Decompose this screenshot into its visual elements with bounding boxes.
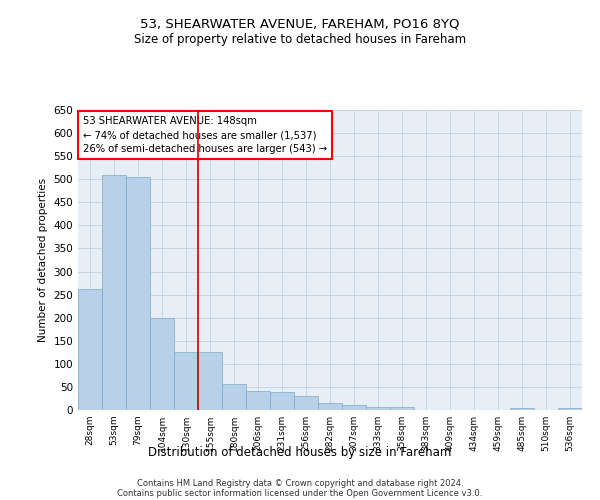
Bar [222, 384, 246, 410]
Bar [366, 407, 390, 410]
Bar [294, 396, 318, 410]
Text: Size of property relative to detached houses in Fareham: Size of property relative to detached ho… [134, 32, 466, 46]
Bar [150, 318, 174, 410]
Bar [174, 352, 198, 410]
Bar [510, 408, 534, 410]
Text: Distribution of detached houses by size in Fareham: Distribution of detached houses by size … [148, 446, 452, 459]
Bar [342, 406, 366, 410]
Text: 53, SHEARWATER AVENUE, FAREHAM, PO16 8YQ: 53, SHEARWATER AVENUE, FAREHAM, PO16 8YQ [140, 18, 460, 30]
Bar [246, 390, 270, 410]
Bar [126, 177, 150, 410]
Bar [318, 402, 342, 410]
Text: Contains public sector information licensed under the Open Government Licence v3: Contains public sector information licen… [118, 488, 482, 498]
Bar [198, 352, 222, 410]
Y-axis label: Number of detached properties: Number of detached properties [38, 178, 48, 342]
Bar [390, 407, 414, 410]
Text: 53 SHEARWATER AVENUE: 148sqm
← 74% of detached houses are smaller (1,537)
26% of: 53 SHEARWATER AVENUE: 148sqm ← 74% of de… [83, 116, 327, 154]
Bar [558, 408, 582, 410]
Text: Contains HM Land Registry data © Crown copyright and database right 2024.: Contains HM Land Registry data © Crown c… [137, 478, 463, 488]
Bar [270, 392, 294, 410]
Bar [102, 174, 126, 410]
Bar [78, 289, 102, 410]
